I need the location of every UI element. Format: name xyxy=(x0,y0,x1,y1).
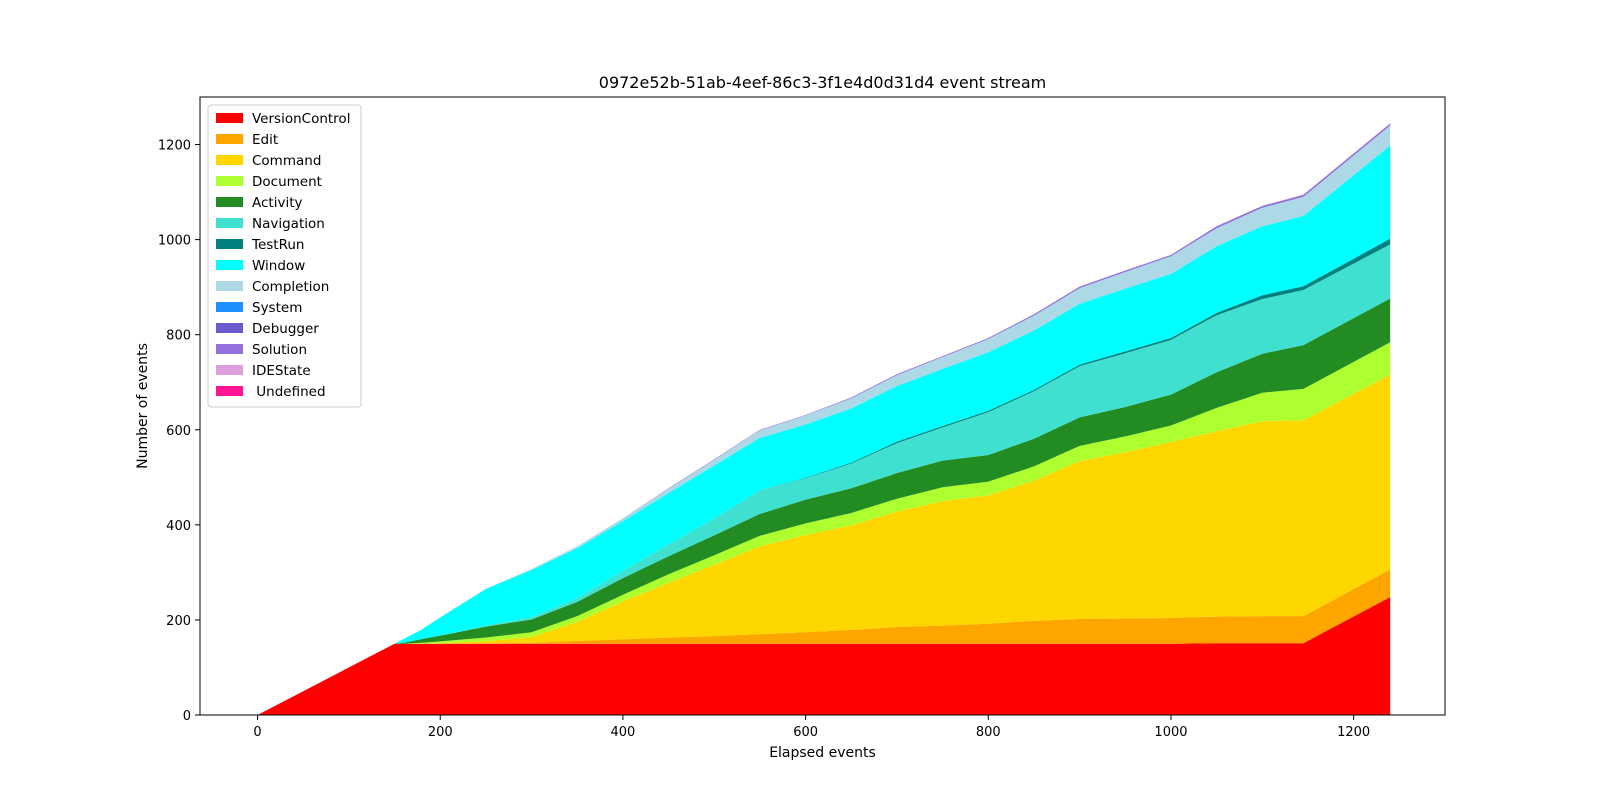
legend-swatch xyxy=(216,260,243,270)
x-tick-label: 1200 xyxy=(1337,725,1370,740)
plot-frame xyxy=(199,96,1446,716)
legend-swatch xyxy=(216,113,243,123)
legend-swatch xyxy=(216,302,243,312)
area-navigation xyxy=(257,244,1391,715)
x-tick-label: 800 xyxy=(976,725,1001,740)
stacked-areas xyxy=(257,123,1391,716)
y-tick-label: 1200 xyxy=(158,139,191,154)
legend-label: VersionControl xyxy=(252,111,350,127)
legend-label: Command xyxy=(252,153,321,169)
legend-swatch xyxy=(216,239,243,249)
legend: VersionControl Edit Command Document Activit… xyxy=(207,104,362,408)
area-edit xyxy=(257,569,1391,715)
legend-swatch xyxy=(216,323,243,333)
legend-swatch xyxy=(216,365,243,375)
legend-label: Window xyxy=(252,258,305,274)
area-command xyxy=(257,374,1391,715)
legend-label: Navigation xyxy=(252,216,325,232)
legend-swatch xyxy=(216,134,243,144)
area-document xyxy=(257,342,1391,715)
area-testrun xyxy=(257,238,1391,715)
x-tick-label: 400 xyxy=(611,725,636,740)
legend-box xyxy=(207,104,362,408)
y-axis-label: Number of events xyxy=(135,343,151,469)
legend-label: TestRun xyxy=(251,237,304,253)
legend-swatch xyxy=(216,176,243,186)
legend-swatch xyxy=(216,197,243,207)
legend-label: Completion xyxy=(252,279,329,295)
legend-swatch xyxy=(216,281,243,291)
y-tick-label: 0 xyxy=(183,709,191,724)
legend-swatch xyxy=(216,344,243,354)
y-axis-ticks: 0 200 400 600 800 1000 1200 xyxy=(158,139,200,724)
legend-label: IDEState xyxy=(252,363,311,379)
legend-label: System xyxy=(252,300,302,316)
x-axis-label: Elapsed events xyxy=(769,745,876,761)
chart-title: 0972e52b-51ab-4eef-86c3-3f1e4d0d31d4 eve… xyxy=(599,73,1046,92)
legend-label: Edit xyxy=(252,132,278,148)
y-tick-label: 1000 xyxy=(158,234,191,249)
legend-label: Document xyxy=(252,174,322,190)
area-activity xyxy=(257,298,1391,715)
x-tick-label: 0 xyxy=(253,725,261,740)
legend-label: Activity xyxy=(252,195,303,211)
x-tick-label: 600 xyxy=(793,725,818,740)
area-versioncontrol xyxy=(257,597,1391,715)
legend-label: Solution xyxy=(252,342,307,358)
legend-label: Debugger xyxy=(252,321,319,337)
y-tick-label: 200 xyxy=(166,614,191,629)
y-tick-label: 600 xyxy=(166,424,191,439)
legend-label: Undefined xyxy=(252,384,326,400)
y-tick-label: 400 xyxy=(166,519,191,534)
legend-swatch xyxy=(216,155,243,165)
legend-swatch xyxy=(216,386,243,396)
x-tick-label: 200 xyxy=(428,725,453,740)
x-tick-label: 1000 xyxy=(1154,725,1187,740)
area-window xyxy=(257,145,1391,716)
y-tick-label: 800 xyxy=(166,329,191,344)
legend-swatch xyxy=(216,218,243,228)
x-axis-ticks: 0 200 400 600 800 1000 1200 xyxy=(253,715,1370,740)
